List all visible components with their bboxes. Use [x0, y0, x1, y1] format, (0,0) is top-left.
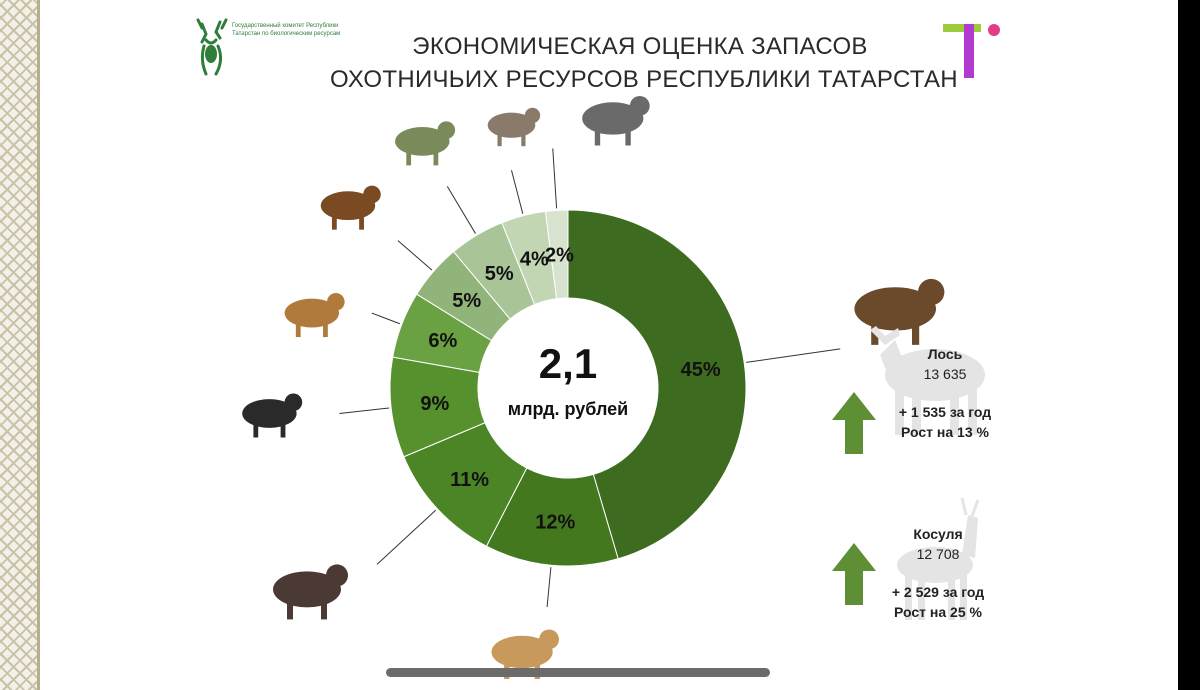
- leader-line-5: [371, 312, 401, 325]
- page-title: ЭКОНОМИЧЕСКАЯ ОЦЕНКА ЗАПАСОВ ОХОТНИЧЬИХ …: [330, 30, 958, 96]
- ornament-border: [0, 0, 40, 690]
- home-indicator[interactable]: [386, 668, 770, 677]
- slice-label-6: 5%: [452, 290, 481, 312]
- beaver-icon: [320, 185, 381, 230]
- slice-label-9: 2%: [545, 244, 574, 266]
- leader-line-1: [746, 348, 841, 363]
- up-arrow-icon-roe-deer: [832, 543, 876, 605]
- roe-deer-callout-name: Косуля: [913, 526, 963, 542]
- roe-deer-callout-growth: Рост на 25 %: [894, 604, 982, 620]
- leader-line-8: [511, 170, 524, 214]
- moose-icon: [854, 278, 945, 345]
- roe-deer-silhouette-icon: [897, 497, 980, 620]
- partridge-icon: [487, 107, 541, 147]
- moose-callout: Лось 13 635 + 1 535 за год Рост на 13 %: [875, 344, 1015, 442]
- center-value: 2,1: [539, 340, 597, 387]
- wild-boar-icon: [273, 564, 349, 620]
- capercaillie-icon: [242, 393, 303, 438]
- leader-line-4: [339, 407, 390, 414]
- title-line-1: ЭКОНОМИЧЕСКАЯ ОЦЕНКА ЗАПАСОВ: [412, 33, 868, 60]
- badger-icon: [582, 95, 650, 146]
- t-logo: [940, 18, 1010, 88]
- slice-label-2: 12%: [535, 511, 575, 533]
- moose-callout-change: + 1 535 за год: [898, 404, 992, 420]
- t-logo-icon: [943, 24, 1000, 78]
- slice-label-5: 6%: [428, 330, 457, 352]
- slice-label-3: 11%: [450, 469, 489, 491]
- leader-line-7: [446, 186, 476, 234]
- up-arrow-icon-moose: [832, 392, 876, 454]
- deer-emblem-icon: [196, 18, 228, 76]
- donut-hole: [478, 298, 658, 478]
- leader-line-9: [552, 148, 558, 209]
- title-line-2: ОХОТНИЧЬИХ РЕСУРСОВ РЕСПУБЛИКИ ТАТАРСТАН: [330, 66, 958, 93]
- moose-callout-growth: Рост на 13 %: [901, 424, 989, 440]
- moose-silhouette-icon: [870, 326, 985, 435]
- roe-deer-callout-change: + 2 529 за год: [891, 584, 985, 600]
- slice-label-8: 4%: [520, 248, 549, 270]
- center-unit: млрд. рублей: [508, 399, 628, 419]
- slice-label-7: 5%: [485, 263, 514, 285]
- moose-callout-count: 13 635: [923, 366, 967, 382]
- duck-icon: [395, 121, 456, 166]
- marmot-icon: [284, 293, 345, 338]
- committee-logo-text: Государственный комитет Республики Татар…: [232, 23, 341, 37]
- slice-label-1: 45%: [681, 359, 721, 381]
- screen-edge: [1178, 0, 1200, 690]
- roe-deer-callout: Косуля 12 708 + 2 529 за год Рост на 25 …: [868, 524, 1008, 622]
- leader-line-6: [397, 240, 433, 271]
- slice-label-4: 9%: [420, 393, 449, 415]
- roe-deer-callout-count: 12 708: [916, 546, 960, 562]
- leader-line-2: [546, 567, 552, 608]
- moose-callout-name: Лось: [927, 346, 963, 362]
- committee-logo: Государственный комитет Республики Татар…: [192, 16, 352, 86]
- leader-line-3: [376, 509, 437, 565]
